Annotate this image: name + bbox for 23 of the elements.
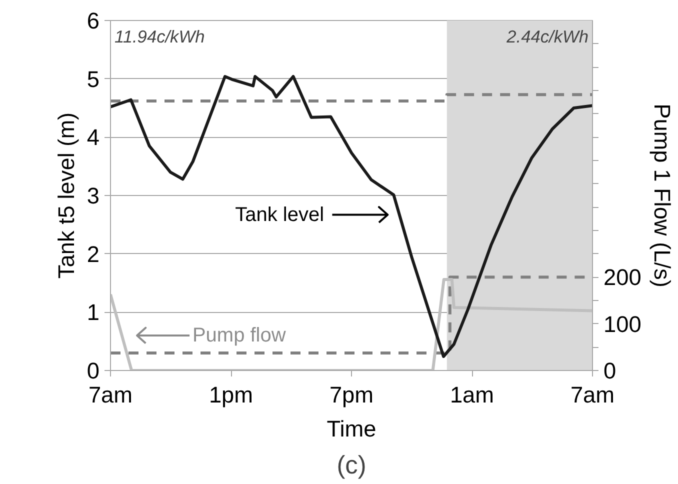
y-tick-label: 6 <box>86 8 100 34</box>
y-tick-label: 3 <box>86 182 100 208</box>
x-tick-label: 1am <box>450 382 494 408</box>
y2-axis-title: Pump 1 Flow (L/s) <box>649 104 676 288</box>
annotation: Tank level <box>235 204 324 226</box>
y-axis-title: Tank t5 level (m) <box>52 112 79 279</box>
x-tick-label: 7am <box>570 382 615 408</box>
annotation: Pump flow <box>192 324 286 346</box>
x-tick-label: 7am <box>88 382 133 408</box>
y-tick-label: 5 <box>86 66 100 92</box>
x-tick-label: 7pm <box>329 382 374 408</box>
text: (c) <box>336 452 366 480</box>
y-tick-label: 4 <box>86 124 100 150</box>
y2-tick-label: 100 <box>604 310 642 337</box>
x-tick-label: 1pm <box>208 382 254 408</box>
y-tick-label: 1 <box>86 299 100 326</box>
annotation: 11.94c/kWh <box>114 26 205 46</box>
y2-tick-label: 0 <box>604 358 616 384</box>
y-tick-label: 0 <box>86 358 100 384</box>
annotation: 2.44c/kWh <box>506 26 589 46</box>
y-tick-label: 2 <box>86 240 100 267</box>
x-axis-title: Time <box>326 416 376 442</box>
y2-tick-label: 200 <box>604 264 642 290</box>
